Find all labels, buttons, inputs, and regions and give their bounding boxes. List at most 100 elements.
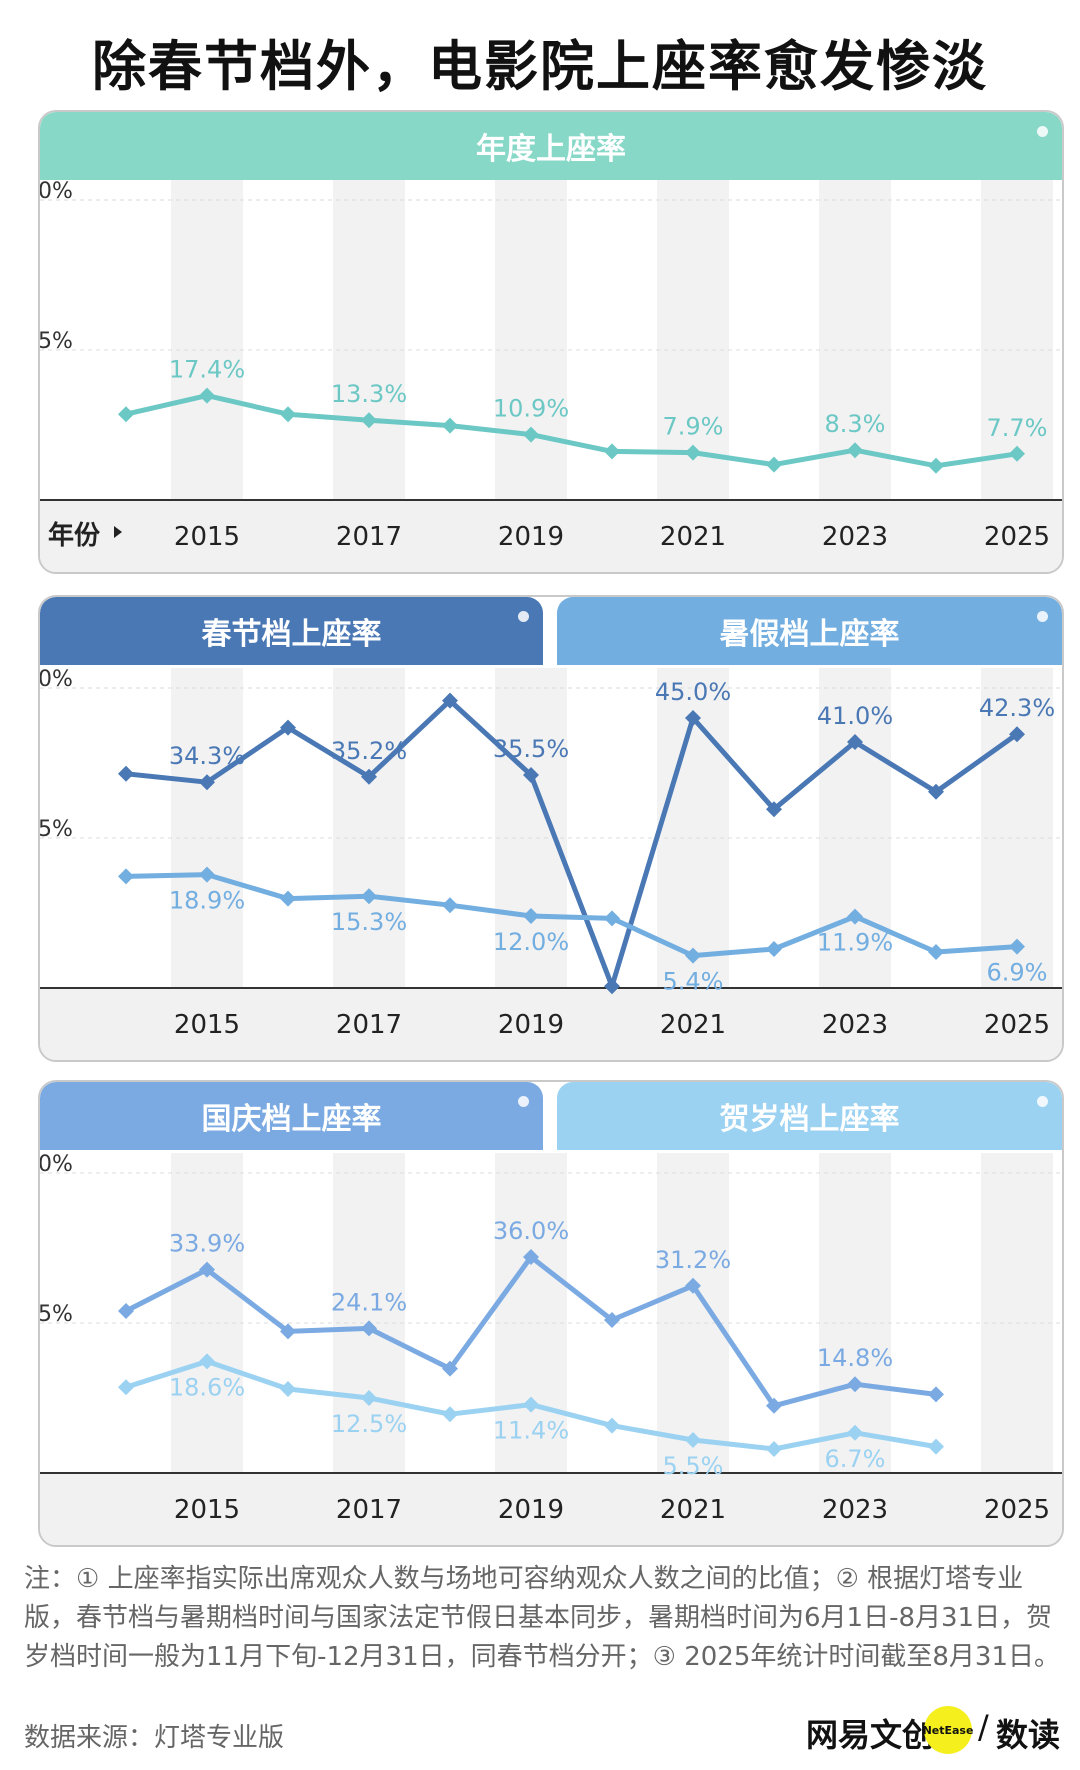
data-point [685, 947, 701, 964]
data-label: 12.5% [331, 1410, 407, 1438]
x-tick-label: 2019 [498, 1495, 564, 1525]
data-point [928, 457, 944, 474]
data-point [280, 890, 296, 907]
data-point [604, 1312, 620, 1328]
column-stripe [495, 180, 567, 500]
x-tick-label: 2017 [336, 1010, 402, 1040]
data-label: 45.0% [655, 678, 731, 706]
x-tick-label: 2019 [498, 1010, 564, 1040]
x-tick-label: 2025 [984, 1495, 1050, 1525]
x-tick-label: 2023 [822, 522, 888, 552]
axis-band [40, 988, 1062, 1060]
tab-spring: 春节档上座率 [40, 597, 543, 665]
data-point [604, 978, 620, 995]
data-label: 31.2% [655, 1246, 731, 1274]
axis-band [40, 500, 1062, 572]
data-point [766, 456, 782, 473]
data-label: 42.3% [979, 694, 1055, 722]
x-tick-label: 2015 [174, 1495, 240, 1525]
panel-spring-summer: 春节档上座率 暑假档上座率 025%50%2015201720192021202… [38, 595, 1064, 1062]
column-stripe [657, 1153, 729, 1473]
data-point [928, 1438, 944, 1455]
tab-spring-label: 春节档上座率 [201, 617, 382, 652]
data-label: 6.7% [825, 1445, 886, 1473]
data-label: 35.2% [331, 737, 407, 765]
data-point [199, 387, 215, 404]
logo-text-left: 网易文创 [806, 1716, 935, 1754]
data-point [118, 868, 134, 885]
data-point [361, 888, 377, 905]
data-point [199, 1261, 215, 1278]
data-label: 36.0% [493, 1217, 569, 1245]
column-stripe [981, 668, 1053, 988]
page-title: 除春节档外，电影院上座率愈发惨淡 [92, 35, 988, 98]
tab-dot-icon [1037, 611, 1048, 622]
data-point [766, 1397, 782, 1414]
data-point [280, 1323, 296, 1340]
x-tick-label: 2021 [660, 522, 726, 552]
data-point [118, 765, 134, 782]
data-label: 5.5% [663, 1452, 724, 1480]
x-tick-label: 2023 [822, 1495, 888, 1525]
tab-newyear-label: 贺岁档上座率 [719, 1102, 900, 1137]
data-point [685, 1277, 701, 1294]
data-point [928, 944, 944, 960]
column-stripe [495, 1153, 567, 1473]
column-stripe [495, 668, 567, 988]
data-label: 11.9% [817, 929, 893, 957]
data-label: 34.3% [169, 742, 245, 770]
data-point [280, 1381, 296, 1397]
data-point [199, 1353, 215, 1370]
y-tick-label: 25% [40, 1302, 73, 1327]
column-stripe [819, 1153, 891, 1473]
panel-national-newyear: 国庆档上座率 贺岁档上座率 025%50%2015201720192021202… [38, 1080, 1064, 1547]
series-line [125, 872, 1018, 959]
data-point [1009, 445, 1025, 462]
data-source: 数据来源：灯塔专业版 [24, 1723, 285, 1753]
data-point [118, 1379, 134, 1396]
data-point [118, 406, 134, 423]
data-point [847, 734, 863, 750]
data-point [361, 1390, 377, 1406]
data-point [766, 1441, 782, 1457]
axis-band [40, 1473, 1062, 1545]
x-tick-label: 2019 [498, 522, 564, 552]
data-label: 15.3% [331, 908, 407, 936]
data-label: 33.9% [169, 1230, 245, 1258]
data-label: 18.9% [169, 887, 245, 915]
data-point [442, 417, 458, 434]
data-point [361, 1320, 377, 1337]
logo-separator: / [978, 1708, 989, 1746]
data-point [766, 801, 782, 818]
data-label: 5.4% [663, 968, 724, 996]
tab-dot-icon [1037, 126, 1048, 137]
y-tick-label: 50% [40, 1152, 73, 1177]
data-label: 7.9% [663, 413, 724, 441]
x-tick-label: 2025 [984, 1010, 1050, 1040]
data-label: 41.0% [817, 702, 893, 730]
chart-annual: 025%50%201520172019202120232025年份17.4%13… [40, 179, 1062, 572]
x-tick-label: 2015 [174, 1010, 240, 1040]
data-label: 8.3% [825, 410, 886, 438]
x-axis-label: 年份 [48, 520, 100, 551]
data-point [442, 1406, 458, 1423]
column-stripe [819, 668, 891, 988]
data-label: 7.7% [987, 414, 1048, 442]
logo-badge-icon: NetEase [923, 1706, 973, 1754]
x-tick-label: 2021 [660, 1495, 726, 1525]
footnote: 注：① 上座率指实际出席观众人数与场地可容纳观众人数之间的比值；② 根据灯塔专业… [24, 1564, 1061, 1672]
data-point [118, 1303, 134, 1319]
data-point [442, 897, 458, 914]
x-tick-label: 2025 [984, 522, 1050, 552]
data-point [442, 692, 458, 709]
y-tick-label: 50% [40, 667, 73, 692]
data-label: 6.9% [987, 959, 1048, 987]
play-arrow-icon [114, 526, 122, 538]
data-point [847, 908, 863, 925]
data-point [1009, 726, 1025, 743]
data-point [199, 866, 215, 883]
data-point [847, 442, 863, 459]
tab-annual: 年度上座率 [40, 112, 1062, 180]
data-point [361, 768, 377, 785]
x-tick-label: 2015 [174, 522, 240, 552]
